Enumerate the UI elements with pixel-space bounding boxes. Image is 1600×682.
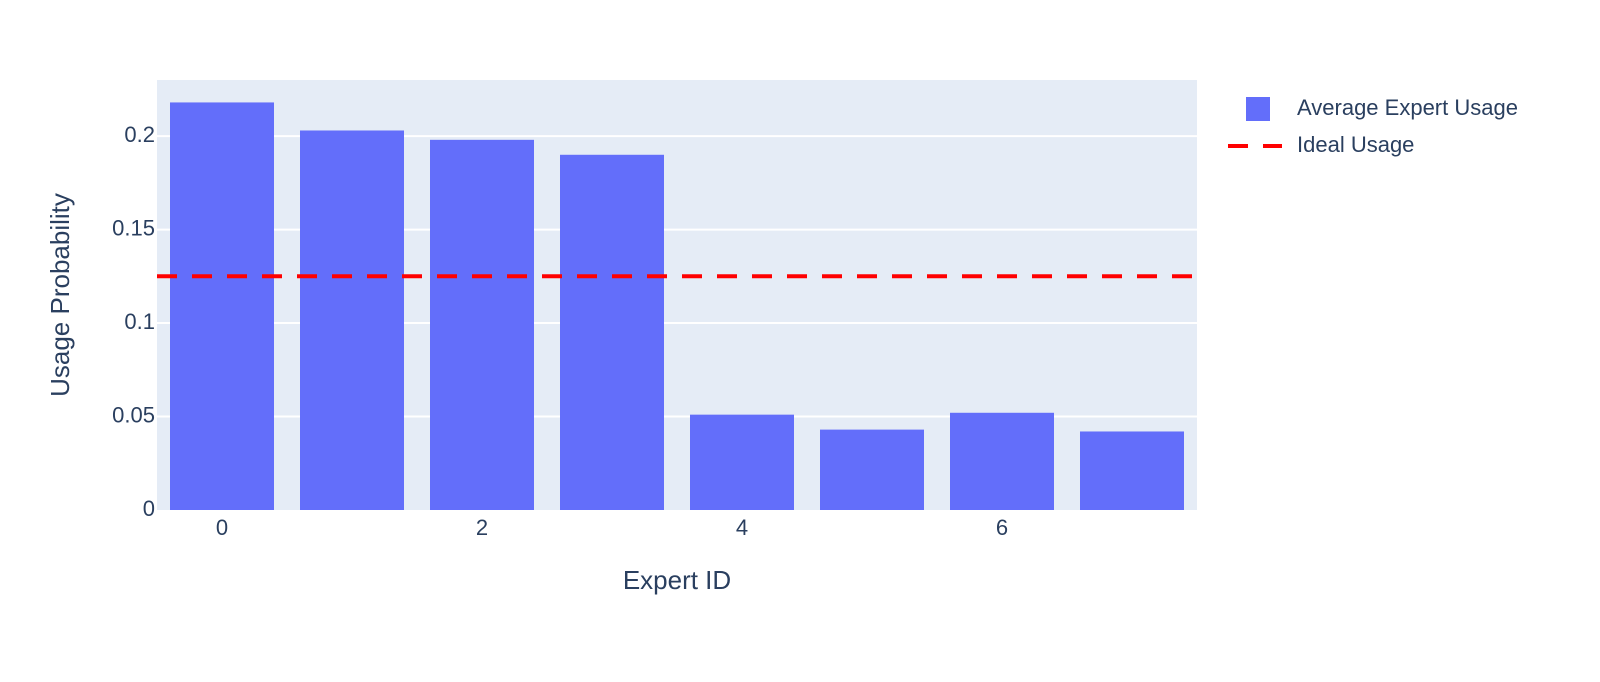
y-tick-label: 0.2 xyxy=(124,122,155,147)
legend-swatch xyxy=(1246,97,1270,121)
bar xyxy=(950,412,1054,510)
y-axis-title: Usage Probability xyxy=(45,193,75,397)
x-axis-title: Expert ID xyxy=(623,565,731,595)
bar xyxy=(300,130,404,510)
x-tick-label: 4 xyxy=(736,515,748,540)
bar xyxy=(820,429,924,510)
bar xyxy=(560,154,664,511)
bar xyxy=(1080,431,1184,510)
legend-label: Average Expert Usage xyxy=(1297,95,1518,120)
x-tick-label: 6 xyxy=(996,515,1008,540)
x-tick-label: 0 xyxy=(216,515,228,540)
y-tick-label: 0.1 xyxy=(124,309,155,334)
y-tick-label: 0.05 xyxy=(112,402,155,427)
bar xyxy=(170,102,274,510)
legend-label: Ideal Usage xyxy=(1297,132,1414,157)
x-tick-label: 2 xyxy=(476,515,488,540)
bar xyxy=(690,414,794,510)
y-tick-label: 0 xyxy=(143,496,155,521)
bar xyxy=(430,139,534,510)
y-tick-label: 0.15 xyxy=(112,215,155,240)
